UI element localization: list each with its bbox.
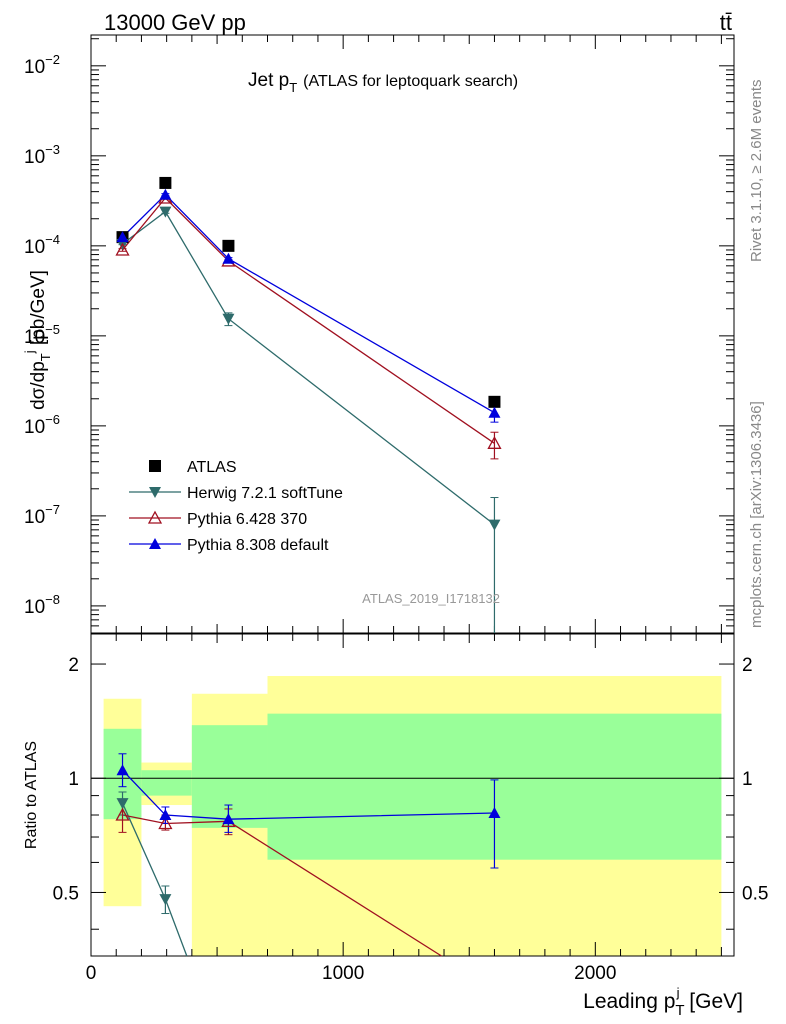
uncertainty-band-green-1 [141,770,192,796]
legend-pythia-6-428-370-marker [147,510,163,524]
ratio-herwig-7-2-1-softtune-point [159,894,172,906]
x-tick-label: 2000 [574,963,616,984]
pythia-6-428-370-point [487,435,502,449]
pythia-8-308-default-point [222,252,235,264]
herwig-7-2-1-softtune-point [222,313,235,325]
svg-text:dσ/dpTj [pb/GeV]: dσ/dpTj [pb/GeV] [22,270,53,410]
ratio-pythia-8-308-default-point [159,809,172,821]
ratio-pythia-8-308-default-point [222,813,235,825]
process-label: 13000 GeV pp [104,10,246,35]
legend-pythia-8-308-default-label: Pythia 8.308 default [187,537,329,554]
ratio-y-tick-label: 2 [68,655,79,676]
uncertainty-band-green-2 [191,725,268,828]
main-frame [90,34,735,634]
ratio-pythia-8-308-default-line [122,769,495,820]
herwig-7-2-1-softtune-point [159,206,172,218]
legend-pythia-8-308-default-marker [149,538,161,549]
ratio-frame [90,633,735,957]
y-tick-label: 10−8 [24,592,60,618]
atlas-point [488,395,501,408]
ratio-pythia-6-428-370-point [115,807,130,821]
y-tick-label: 10−6 [24,412,60,438]
analysis-id: ATLAS_2019_I1718132 [362,591,500,606]
legend-atlas-label: ATLAS [187,459,237,476]
herwig-7-2-1-softtune-line [122,210,495,526]
pythia-8-308-default-point [488,406,501,418]
x-axis-label: Leading pTj [GeV] [583,985,743,1019]
legend-atlas-marker [149,460,161,472]
pythia-8-308-default-point [159,188,172,200]
legend-herwig-7-2-1-softtune-marker [149,487,161,498]
ratio-y-axis-label: Ratio to ATLAS [23,741,40,849]
pythia-6-428-370-line [122,197,495,444]
pythia-6-428-370-point [115,242,130,256]
y-tick-label: 10−4 [24,232,60,258]
atlas-point [222,239,235,252]
y-tick-label: 10−5 [24,322,60,348]
rivet-label: Rivet 3.1.10, ≥ 2.6M events [748,80,765,263]
pythia-8-308-default-point [116,231,129,243]
y-tick-label: 10−3 [24,142,60,168]
ratio-pythia-8-308-default-point [488,806,501,818]
y-tick-label: 10−7 [24,502,60,528]
ratio-y-tick-label-right: 0.5 [742,883,768,904]
herwig-7-2-1-softtune-point [488,519,501,531]
y-tick-label: 10−2 [24,52,60,78]
chart-title: Jet pT (ATLAS for leptoquark search) [248,70,518,95]
pythia-8-308-default-line [122,193,495,414]
legend-pythia-6-428-370-label: Pythia 6.428 370 [187,511,307,528]
mcplots-label: mcplots.cern.ch [arXiv:1306.3436] [748,401,765,628]
atlas-point [159,176,172,189]
x-tick-label: 1000 [322,963,364,984]
ratio-pythia-6-428-370-point [158,816,173,830]
ratio-y-tick-label: 0.5 [53,883,79,904]
legend-herwig-7-2-1-softtune-label: Herwig 7.2.1 softTune [187,485,343,502]
main-y-axis-label: dσ/dpTj [pb/GeV] [22,270,53,410]
ratio-pythia-8-308-default-point [116,764,129,776]
x-tick-label: 0 [86,963,97,984]
ratio-y-tick-label-right: 2 [742,655,753,676]
ratio-y-tick-label: 1 [68,769,79,790]
ratio-y-tick-label-right: 1 [742,769,753,790]
ratio-pythia-6-428-370-line [122,814,442,957]
final-state-label: tt̄ [720,10,732,35]
ratio-herwig-7-2-1-softtune-point [116,798,129,810]
